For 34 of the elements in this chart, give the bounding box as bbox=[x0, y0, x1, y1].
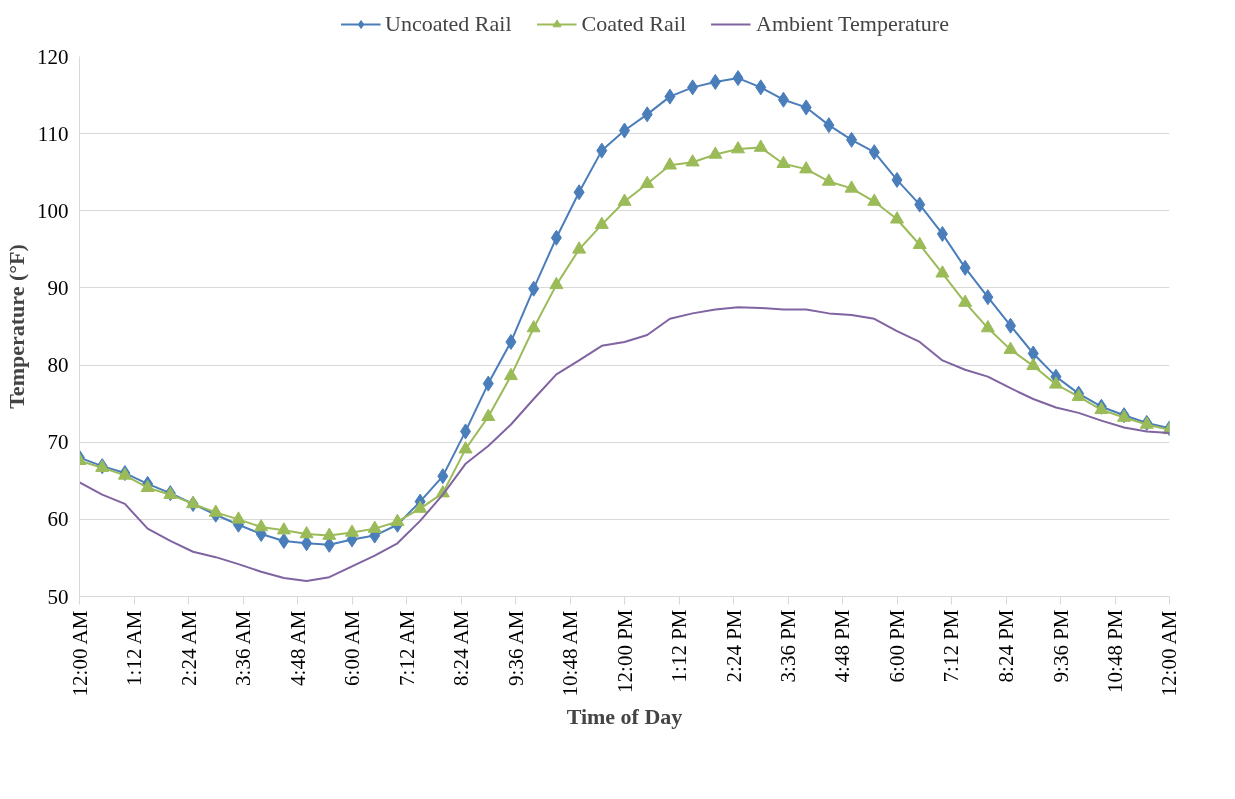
x-tick-label: 9:36 AM bbox=[503, 610, 528, 686]
x-tick-label: 6:00 AM bbox=[340, 610, 364, 686]
x-tick-label: 3:36 AM bbox=[231, 610, 255, 686]
x-tick-label: 12:00 AM bbox=[1157, 610, 1182, 697]
x-tick-label: 10:48 AM bbox=[558, 610, 582, 697]
x-tick-label: 8:24 PM bbox=[994, 609, 1018, 683]
x-tick-label: 6:00 PM bbox=[885, 609, 909, 683]
x-axis-title: Time of Day bbox=[566, 704, 683, 730]
legend-label: Coated Rail bbox=[581, 11, 687, 37]
x-tick-label: 4:48 AM bbox=[285, 610, 310, 686]
y-tick-label: 90 bbox=[47, 275, 69, 300]
x-tick-label: 4:48 PM bbox=[830, 609, 855, 683]
x-tick-label: 10:48 PM bbox=[1103, 609, 1127, 693]
y-tick-label: 120 bbox=[37, 44, 69, 69]
y-tick-label: 100 bbox=[37, 198, 69, 223]
x-tick-label: 9:36 PM bbox=[1048, 609, 1073, 683]
x-tick-label: 1:12 AM bbox=[122, 610, 146, 686]
x-tick-label: 8:24 AM bbox=[449, 610, 473, 686]
x-tick-label: 3:36 PM bbox=[776, 609, 800, 683]
y-axis-title: Temperature (°F) bbox=[4, 244, 29, 409]
legend-label: Uncoated Rail bbox=[385, 11, 512, 37]
x-tick-label: 12:00 AM bbox=[67, 610, 92, 697]
y-tick-label: 70 bbox=[47, 430, 69, 455]
y-tick-label: 110 bbox=[37, 121, 69, 146]
x-tick-label: 7:12 PM bbox=[939, 609, 964, 683]
y-tick-label: 60 bbox=[47, 507, 69, 532]
legend-label: Ambient Temperature bbox=[756, 11, 949, 37]
x-tick-label: 1:12 PM bbox=[667, 609, 691, 683]
x-tick-label: 7:12 AM bbox=[394, 610, 419, 686]
x-tick-label: 2:24 AM bbox=[176, 610, 201, 686]
y-tick-label: 80 bbox=[47, 353, 69, 378]
y-tick-label: 50 bbox=[47, 584, 69, 609]
x-tick-label: 12:00 PM bbox=[612, 609, 637, 693]
x-tick-label: 2:24 PM bbox=[721, 609, 746, 683]
